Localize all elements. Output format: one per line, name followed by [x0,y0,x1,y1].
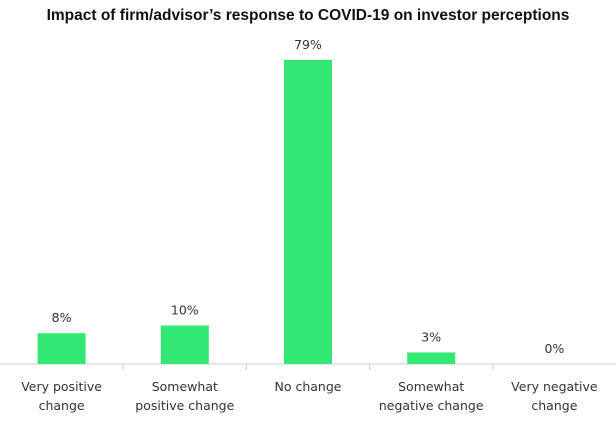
category-labels-group: Very positive change Somewhat positive chan… [21,379,598,413]
bars-group [37,60,456,364]
x-axis-ticks [122,364,494,370]
chart-title: Impact of firm/advisor’s response to COV… [46,7,570,24]
category-label: Very positive [21,379,102,394]
category-label: No change [275,379,342,394]
category-label: Somewhat [152,379,218,394]
value-label: 8% [52,310,72,325]
category-label: negative change [379,398,484,413]
bar [407,352,456,364]
bar [284,60,332,364]
value-labels-group: 8% 10% 79% 3% 0% [52,37,565,356]
category-label: positive change [135,398,234,413]
value-label: 0% [544,341,564,356]
value-label: 10% [171,303,199,318]
category-label: Very negative [511,379,598,394]
category-label: change [531,398,577,413]
bar [160,325,209,364]
bar [37,333,86,364]
category-label: Somewhat [398,379,464,394]
value-label: 3% [421,329,441,344]
value-label: 79% [294,37,322,52]
category-label: change [39,398,85,413]
